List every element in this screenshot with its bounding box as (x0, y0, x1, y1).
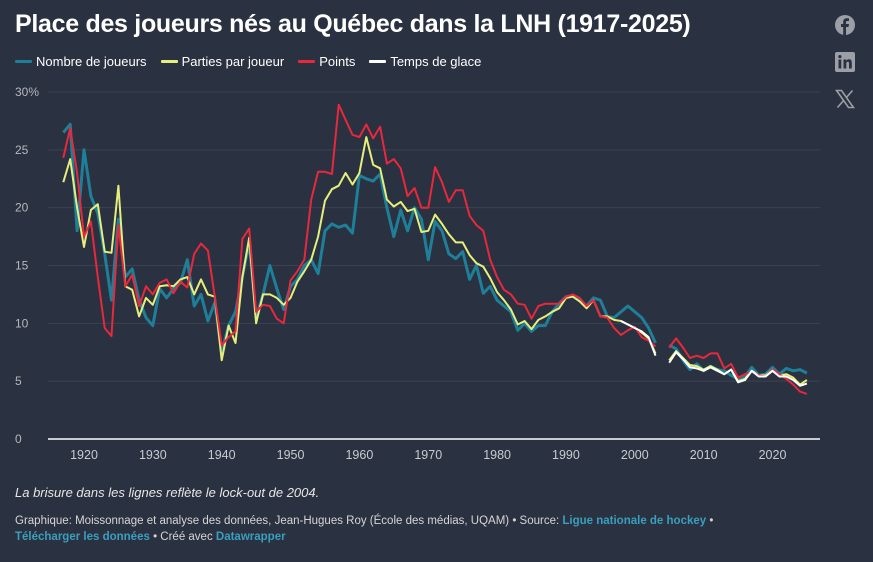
x-tick-label: 2020 (759, 448, 787, 462)
legend-label: Nombre de joueurs (36, 54, 147, 69)
credits-separator: • Créé avec (149, 531, 216, 543)
chart-title: Place des joueurs nés au Québec dans la … (15, 10, 691, 38)
legend-item-points: Points (298, 54, 355, 69)
linkedin-icon[interactable] (835, 52, 855, 72)
y-tick-label: 20 (15, 201, 29, 215)
x-tick-label: 1960 (345, 448, 373, 462)
y-tick-label: 0 (15, 432, 22, 446)
x-tick-label: 1930 (139, 448, 167, 462)
y-tick-label: 30% (15, 85, 39, 99)
x-tick-label: 1970 (414, 448, 442, 462)
legend-item-temps-de-glace: Temps de glace (369, 54, 481, 69)
x-twitter-icon[interactable] (835, 89, 855, 109)
y-tick-label: 5 (15, 374, 22, 388)
x-tick-label: 2000 (621, 448, 649, 462)
series-line-points (62, 103, 657, 348)
series-line-temps-de-glace (620, 320, 657, 357)
series-line-temps-de-glace (668, 351, 808, 387)
legend-label: Points (319, 54, 356, 69)
legend: Nombre de joueurs Parties par joueur Poi… (15, 54, 481, 69)
y-axis-ticks: 0 5 10 15 20 25 30% (15, 85, 39, 446)
legend-swatch (160, 60, 178, 63)
source-link[interactable]: Ligue nationale de hockey (562, 515, 707, 527)
x-tick-label: 1940 (208, 448, 236, 462)
x-axis-ticks: 1920 1930 1940 1950 1960 1970 1980 1990 2000 2010… (70, 448, 786, 462)
x-tick-label: 1950 (277, 448, 305, 462)
x-tick-label: 1990 (552, 448, 580, 462)
y-tick-label: 15 (15, 259, 29, 273)
y-tick-label: 25 (15, 143, 29, 157)
legend-swatch (369, 60, 387, 63)
facebook-icon[interactable] (835, 15, 855, 35)
chart-note: La brisure dans les lignes reflète le lo… (15, 485, 320, 500)
legend-label: Parties par joueur (181, 54, 285, 69)
datawrapper-link[interactable]: Datawrapper (215, 531, 286, 543)
credits-text: Graphique: Moissonnage et analyse des do… (15, 515, 563, 527)
x-tick-label: 1980 (483, 448, 511, 462)
x-tick-label: 1920 (70, 448, 98, 462)
legend-item-nombre-de-joueurs: Nombre de joueurs (15, 54, 147, 69)
series-line-parties-par-joueur (62, 136, 657, 362)
y-tick-label: 10 (15, 316, 29, 330)
legend-swatch (15, 60, 32, 63)
download-data-link[interactable]: Télécharger les données (15, 531, 150, 543)
legend-swatch (298, 60, 316, 63)
x-tick-label: 2010 (690, 448, 718, 462)
gridlines (48, 91, 820, 440)
credits: Graphique: Moissonnage et analyse des do… (15, 513, 835, 545)
credits-separator: • (706, 515, 714, 527)
series-lines (62, 103, 808, 395)
legend-item-parties-par-joueur: Parties par joueur (160, 54, 285, 69)
series-line-nombre-de-joueurs (62, 122, 657, 354)
legend-label: Temps de glace (390, 54, 482, 69)
